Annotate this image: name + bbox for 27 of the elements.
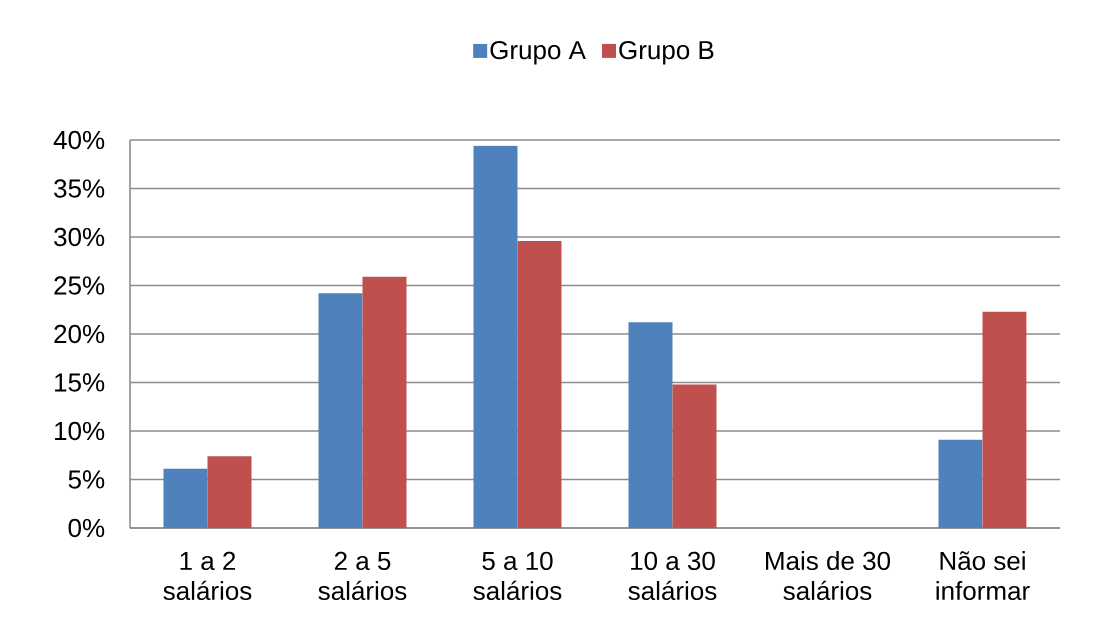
bar [473,145,518,528]
bar [163,468,208,528]
y-tick-label: 35% [54,179,105,198]
x-tick-label: 10 a 30 salários [628,551,717,601]
bar [982,311,1027,528]
y-tick-label: 15% [55,373,105,392]
y-tick-label: 40% [53,130,105,150]
legend-label: Grupo A [490,40,586,65]
y-tick-label: 25% [54,276,105,295]
bar [938,439,983,528]
bar [207,456,252,528]
x-tick-label: 5 a 10 salários [473,551,562,601]
y-tick-label: 30% [54,227,105,247]
bar [628,322,673,528]
bar [517,240,562,528]
legend-label: Grupo B [619,40,714,65]
bar [672,384,717,528]
y-tick-label: 20% [54,324,105,344]
bar [318,293,363,528]
y-tick-label: 5% [68,470,105,489]
x-tick-label: 1 a 2 salários [163,551,252,601]
x-tick-label: Não sei informar [936,551,1030,601]
x-tick-label: Mais de 30 salários [766,551,891,601]
x-tick-label: 2 a 5 salários [318,551,407,601]
y-tick-label: 0% [68,518,105,538]
y-tick-label: 10% [55,421,105,441]
bar [362,276,407,528]
